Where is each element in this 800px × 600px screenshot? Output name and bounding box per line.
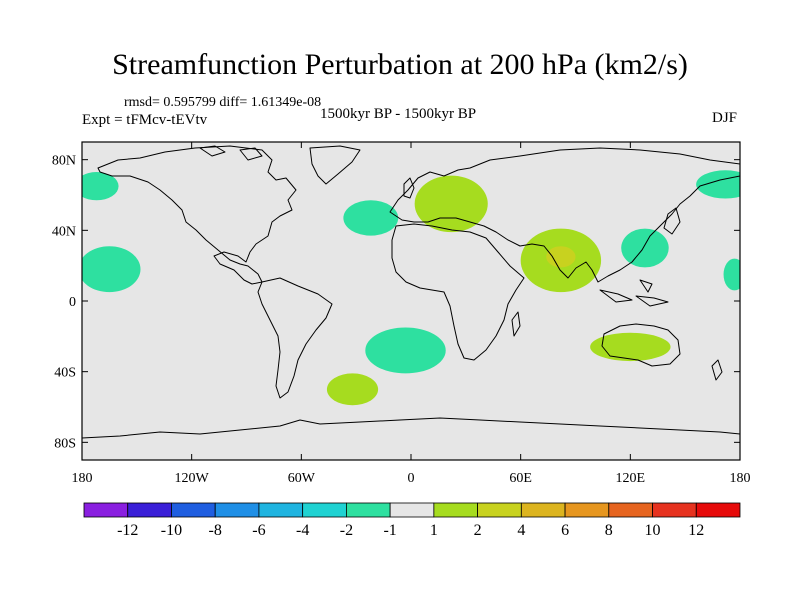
colorbar-swatch xyxy=(433,502,479,518)
coastline-antarctica xyxy=(82,417,740,439)
coastline-africa xyxy=(391,223,525,361)
map-background xyxy=(82,142,740,460)
anomaly-india-core-positive xyxy=(546,246,576,268)
colorbar-swatch xyxy=(520,502,566,518)
y-tick-label: 0 xyxy=(69,295,76,310)
y-tick-label: 40N xyxy=(52,224,76,239)
coastline-japan xyxy=(663,207,681,235)
colorbar-label: -12 xyxy=(117,522,138,539)
anomaly-europe-positive xyxy=(414,175,488,233)
coastline-greenland xyxy=(309,145,361,185)
anomaly-australia-positive xyxy=(590,332,671,362)
colorbar-swatch xyxy=(695,502,741,518)
anomaly-arctic-east-negative xyxy=(696,170,740,199)
coastline-uk xyxy=(403,177,415,199)
anomaly-east-asia-negative xyxy=(621,228,669,268)
colorbar-label: -6 xyxy=(252,522,265,539)
period-label: 1500kyr BP - 1500kyr BP xyxy=(320,106,477,122)
colorbar-swatch xyxy=(652,502,697,518)
colorbar-label: -2 xyxy=(340,522,353,539)
colorbar-label: -4 xyxy=(296,522,309,539)
coastline-north-america xyxy=(97,145,297,285)
x-tick-label: 60E xyxy=(509,471,532,486)
coastline-eurasia xyxy=(389,147,740,283)
colorbar-label: 1 xyxy=(430,522,438,539)
colorbar-swatch xyxy=(389,502,435,518)
colorbar-label: 6 xyxy=(561,522,569,539)
y-tick-label: 80N xyxy=(52,154,76,169)
coastline-madagascar xyxy=(511,311,521,337)
colorbar-label: -1 xyxy=(383,522,396,539)
coastline-australia xyxy=(601,323,681,367)
colorbar-label: 2 xyxy=(474,522,482,539)
season-label: DJF xyxy=(712,110,738,126)
colorbar-swatch xyxy=(345,502,391,518)
colorbar-label: -10 xyxy=(161,522,182,539)
anomaly-south-atlantic-negative xyxy=(365,327,446,374)
x-tick-label: 180 xyxy=(730,471,751,486)
anomaly-west-pacific-negative xyxy=(723,258,740,291)
anomaly-south-atlantic-positive xyxy=(326,373,379,406)
coastline-arctic-islands xyxy=(199,145,263,161)
colorbar-swatch xyxy=(608,502,653,518)
colorbar-label: 8 xyxy=(605,522,613,539)
colorbar-swatch xyxy=(127,502,172,518)
colorbar-label: 10 xyxy=(645,522,661,539)
x-tick-label: 0 xyxy=(408,471,415,486)
coastline-indonesia xyxy=(599,279,669,307)
y-tick-label: 40S xyxy=(54,366,76,381)
stats-line: rmsd= 0.595799 diff= 1.61349e-08 xyxy=(124,95,322,110)
anomaly-north-pacific-east-negative xyxy=(82,246,141,293)
x-tick-label: 180 xyxy=(72,471,93,486)
x-tick-label: 120E xyxy=(616,471,646,486)
colorbar-label: -8 xyxy=(209,522,222,539)
coastline-new-zealand xyxy=(711,359,723,381)
colorbar-label: 4 xyxy=(517,522,525,539)
colorbar-swatch xyxy=(258,502,304,518)
anomaly-north-atlantic-negative xyxy=(343,200,399,236)
anomaly-arctic-west-negative xyxy=(82,172,119,201)
experiment-label: Expt = tFMcv-tEVtv xyxy=(82,112,208,128)
colorbar-swatch xyxy=(302,502,347,518)
colorbar-swatch xyxy=(83,502,129,518)
colorbar-swatch xyxy=(477,502,522,518)
x-tick-label: 120W xyxy=(175,471,210,486)
colorbar-label: 12 xyxy=(688,522,704,539)
coastline-south-america xyxy=(257,277,333,399)
colorbar-swatch xyxy=(564,502,610,518)
chart-title: Streamfunction Perturbation at 200 hPa (… xyxy=(112,48,688,81)
colorbar-swatch xyxy=(171,502,216,518)
colorbar-swatch xyxy=(214,502,260,518)
y-tick-label: 80S xyxy=(54,436,76,451)
x-tick-label: 60W xyxy=(288,471,316,486)
